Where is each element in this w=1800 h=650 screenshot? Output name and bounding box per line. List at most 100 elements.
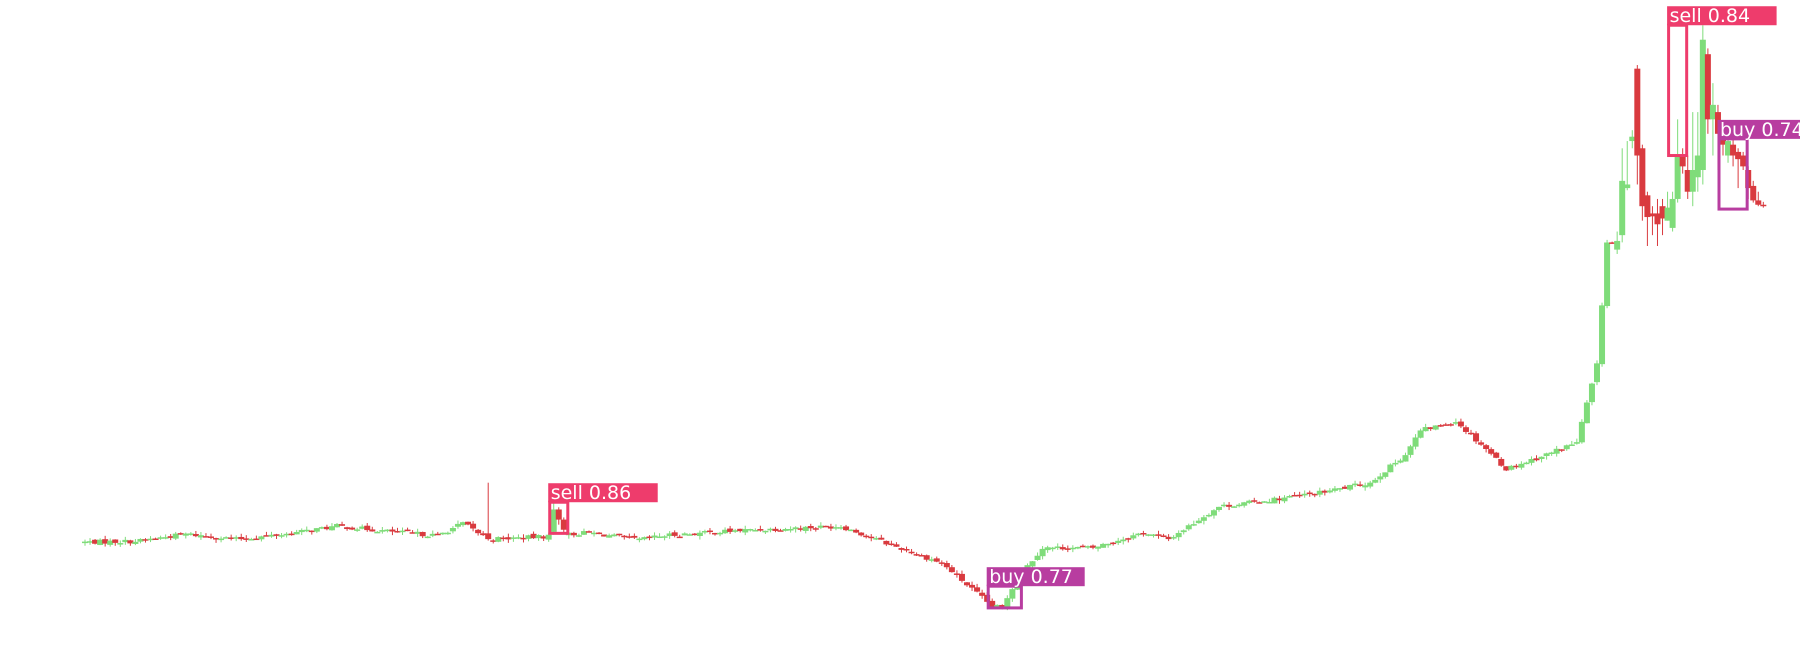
candle — [1100, 542, 1107, 548]
candle — [1664, 191, 1671, 221]
candle-body — [802, 526, 809, 531]
candle — [958, 570, 965, 583]
candle-body — [641, 537, 648, 540]
candle — [646, 535, 653, 541]
candle-body — [888, 543, 895, 546]
candle-body — [1473, 433, 1480, 442]
candle-body — [686, 534, 693, 536]
candle — [127, 539, 134, 546]
candle-body — [596, 532, 603, 535]
candle-body — [1674, 155, 1681, 199]
candle-body — [580, 531, 587, 535]
candle-body — [339, 524, 346, 526]
candle-body — [1498, 458, 1505, 466]
candle-body — [1347, 484, 1354, 490]
candle-body — [691, 533, 698, 536]
candle — [1125, 537, 1132, 543]
candle — [701, 529, 708, 535]
candle-body — [782, 529, 789, 531]
candle-body — [838, 527, 844, 529]
candle — [1452, 418, 1459, 426]
candle-body — [1437, 425, 1444, 427]
candle-body — [1402, 455, 1409, 462]
candle — [192, 530, 199, 538]
candle — [1084, 545, 1091, 550]
candle — [1488, 447, 1495, 456]
candle-body — [807, 526, 814, 529]
candle — [832, 524, 839, 531]
candle — [520, 534, 527, 543]
candle-body — [404, 529, 411, 532]
candle-body — [117, 543, 124, 545]
candle — [1709, 83, 1716, 156]
candle-body — [354, 529, 361, 531]
candle-body — [1508, 465, 1515, 470]
candle-body — [1251, 500, 1258, 502]
candle-body — [429, 533, 436, 536]
candle-body — [1699, 39, 1706, 170]
candle — [223, 536, 230, 539]
candle — [782, 527, 789, 532]
candle — [737, 528, 744, 533]
candle — [1594, 360, 1600, 386]
candle-body — [258, 536, 265, 540]
candle — [1034, 552, 1041, 561]
candle — [1397, 458, 1404, 464]
candle — [1205, 513, 1212, 518]
candle — [676, 534, 683, 539]
candle-body — [1095, 546, 1102, 549]
candle-body — [434, 533, 441, 536]
candle-body — [1684, 170, 1691, 192]
sell-signal-label-bg — [1667, 6, 1777, 26]
candle-body — [1629, 136, 1636, 142]
candle-body — [218, 538, 225, 541]
candle — [666, 531, 673, 539]
candle — [848, 529, 855, 532]
candle — [1624, 141, 1631, 191]
candle — [570, 531, 577, 538]
candle-body — [646, 536, 653, 539]
candle-body — [1009, 589, 1016, 599]
candle-body — [1226, 504, 1233, 507]
candle-body — [263, 535, 270, 537]
candle — [288, 531, 295, 536]
candle — [132, 538, 139, 546]
candle-body — [817, 525, 824, 528]
candle-body — [1609, 242, 1616, 244]
candle-body — [460, 522, 466, 526]
candle — [1523, 461, 1530, 465]
candle-body — [1352, 483, 1359, 486]
buy-signal-label-bg — [986, 567, 1085, 587]
candle — [359, 524, 366, 530]
candle-body — [197, 535, 204, 538]
candle — [802, 525, 809, 534]
candle — [92, 539, 99, 545]
candle — [969, 581, 976, 591]
buy-signal: buy 0.74 — [1717, 119, 1800, 211]
candle-body — [540, 536, 547, 539]
candle — [389, 526, 396, 536]
candle — [626, 533, 633, 539]
candle-body — [1583, 402, 1590, 424]
candle — [1221, 502, 1228, 508]
candle-body — [172, 533, 179, 539]
candle-body — [1125, 538, 1132, 540]
candle — [1417, 428, 1424, 439]
candle-body — [1049, 547, 1056, 550]
candle-body — [1588, 383, 1595, 403]
candle — [465, 521, 472, 526]
candle-body — [515, 537, 522, 539]
candle — [898, 547, 905, 553]
candle — [691, 533, 698, 536]
candle — [979, 589, 986, 599]
candle — [822, 525, 829, 528]
candle-body — [303, 529, 310, 532]
candle — [757, 525, 764, 532]
candle-body — [883, 540, 890, 545]
candle-body — [1578, 421, 1585, 443]
candle — [1679, 148, 1686, 174]
candle — [1694, 112, 1701, 192]
candle — [923, 554, 930, 562]
candle-body — [313, 528, 320, 532]
candle — [1261, 501, 1268, 503]
